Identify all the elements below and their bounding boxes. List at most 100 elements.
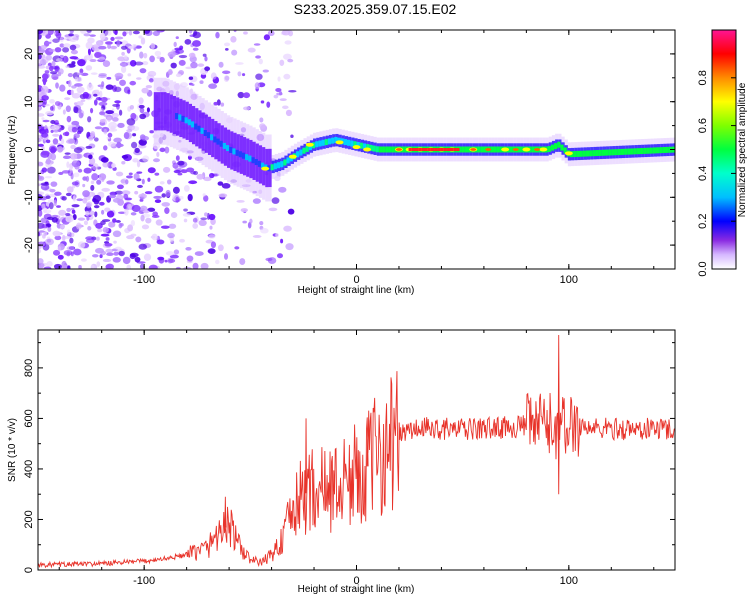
spectrogram-noise-cell <box>146 107 150 113</box>
spectrogram-noise-cell <box>170 62 177 69</box>
spectrogram-noise-cell <box>121 154 129 159</box>
spectrogram-noise-cell <box>96 236 100 241</box>
spectrogram-noise-cell <box>100 220 106 226</box>
spectrogram-ridge-cell <box>477 146 481 153</box>
spectrogram-noise-cell <box>141 87 149 94</box>
spectrogram-noise-cell <box>38 248 42 254</box>
spectrogram-ridge-cell <box>216 138 220 145</box>
spectrogram-noise-cell <box>127 73 132 77</box>
spectrogram-noise-cell <box>58 209 67 216</box>
snr-y-tick-label: 600 <box>23 409 35 427</box>
spectrogram-noise-cell <box>119 79 126 86</box>
spectrogram-noise-cell <box>105 41 113 45</box>
spectrogram-noise-cell <box>207 248 216 254</box>
spectrogram-noise-cell <box>49 105 54 111</box>
spectrogram-noise-cell <box>54 101 61 106</box>
spectrogram-noise-cell <box>143 210 150 214</box>
spectrogram-noise-cell <box>76 222 82 230</box>
spectrogram-noise-cell <box>167 232 175 239</box>
spectrogram-noise-cell <box>54 124 61 130</box>
spectrogram-noise-cell <box>41 132 49 138</box>
spectrogram-noise-cell <box>38 246 42 250</box>
spectrogram-noise-cell <box>268 207 278 212</box>
spectrogram-ridge-cell <box>315 141 319 148</box>
spectrogram-noise-cell <box>105 263 114 269</box>
spectrogram-noise-cell <box>108 221 116 228</box>
spectrogram-noise-cell <box>255 73 263 80</box>
spectrogram-noise-cell <box>222 70 231 75</box>
spectrogram-ridge-cell <box>197 125 201 132</box>
spectrogram-noise-cell <box>123 54 128 60</box>
spectrogram-hot-cell <box>352 145 361 150</box>
spectrogram-noise-cell <box>85 65 93 71</box>
spectrogram-noise-cell <box>78 264 82 269</box>
spectrogram-noise-cell <box>259 123 266 129</box>
spectrogram-noise-cell <box>125 179 129 185</box>
spectrogram-noise-cell <box>82 183 86 188</box>
spectrogram-noise-cell <box>242 106 251 111</box>
spectrogram-noise-cell <box>100 250 107 256</box>
spectrogram-noise-cell <box>236 199 245 203</box>
spectrogram-noise-cell <box>151 214 160 219</box>
spectrogram-ridge-cell <box>219 140 223 147</box>
spectrogram-noise-cell <box>185 246 192 251</box>
spectrogram-ridge-cell <box>296 151 300 158</box>
spectrogram-noise-cell <box>252 235 262 238</box>
spectrogram-noise-cell <box>73 172 80 178</box>
spectrogram-noise-cell <box>193 170 199 176</box>
spectrogram-peak-cell <box>443 148 447 151</box>
spectrogram-noise-cell <box>93 205 100 209</box>
spectrogram-ridge-cell <box>630 148 634 155</box>
spectrogram-noise-cell <box>77 59 86 67</box>
spectrogram-noise-cell <box>170 239 175 244</box>
spectrogram-noise-cell <box>147 70 157 77</box>
spectrogram-ridge-cell <box>614 149 618 156</box>
spectrogram-noise-cell <box>283 225 292 232</box>
spectrogram-noise-cell <box>114 190 124 195</box>
spectrogram-noise-cell <box>215 31 220 39</box>
spectrogram-noise-cell <box>198 219 207 227</box>
spectrogram-noise-cell <box>96 261 101 268</box>
spectrogram-peak-cell <box>453 148 457 151</box>
spectrogram-noise-cell <box>77 130 82 135</box>
spectrogram-ridge-cell <box>563 147 567 154</box>
spectrogram-ridge-cell <box>222 142 226 149</box>
spectrogram-noise-cell <box>93 93 98 97</box>
spectrogram-x-axis: -100 0 100 <box>58 30 655 286</box>
spectrogram-noise-cell <box>130 233 137 237</box>
spectrogram-noise-cell <box>271 197 280 204</box>
spectrogram-noise-cell <box>288 90 297 93</box>
spectrogram-noise-cell <box>114 86 122 93</box>
spectrogram-ridge-cell <box>624 148 628 155</box>
spectrogram-noise-cell <box>234 246 240 250</box>
spectrogram-ridge-cell <box>378 146 383 153</box>
spectrogram-noise-cell <box>279 59 285 66</box>
spectrogram-noise-cell <box>50 181 58 187</box>
spectrogram-noise-cell <box>287 208 295 215</box>
spectrogram-noise-cell <box>183 208 188 212</box>
spectrogram-noise-cell <box>239 258 246 265</box>
spectrogram-noise-cell <box>280 238 284 244</box>
spectrogram-noise-cell <box>100 157 109 163</box>
spectrogram-noise-cell <box>119 222 124 227</box>
spectrogram-noise-cell <box>64 97 71 101</box>
spectrogram-noise-cell <box>89 59 97 63</box>
colorbar-tick-label: 0.0 <box>697 261 709 276</box>
spectrogram-noise-cell <box>173 41 177 47</box>
spectrogram-noise-cell <box>168 258 176 263</box>
spectrogram-noise-cell <box>71 181 79 186</box>
spectrogram-noise-cell <box>192 217 198 223</box>
spectrogram-ridge-cell <box>305 145 309 152</box>
spectrogram-noise-cell <box>142 155 150 162</box>
spectrogram-noise-cell <box>38 183 41 187</box>
spectrogram-noise-cell <box>129 104 135 110</box>
spectrogram-noise-cell <box>230 36 237 43</box>
spectrogram-noise-cell <box>215 259 220 265</box>
spectrogram-noise-cell <box>199 80 204 84</box>
spectrogram-band-cell <box>166 93 170 132</box>
spectrogram-noise-cell <box>192 262 199 269</box>
snr-y-tick-label: 400 <box>23 460 35 478</box>
spectrogram-noise-cell <box>175 155 180 161</box>
spectrogram-peak-cell <box>446 148 451 151</box>
spectrogram-noise-cell <box>76 198 84 202</box>
